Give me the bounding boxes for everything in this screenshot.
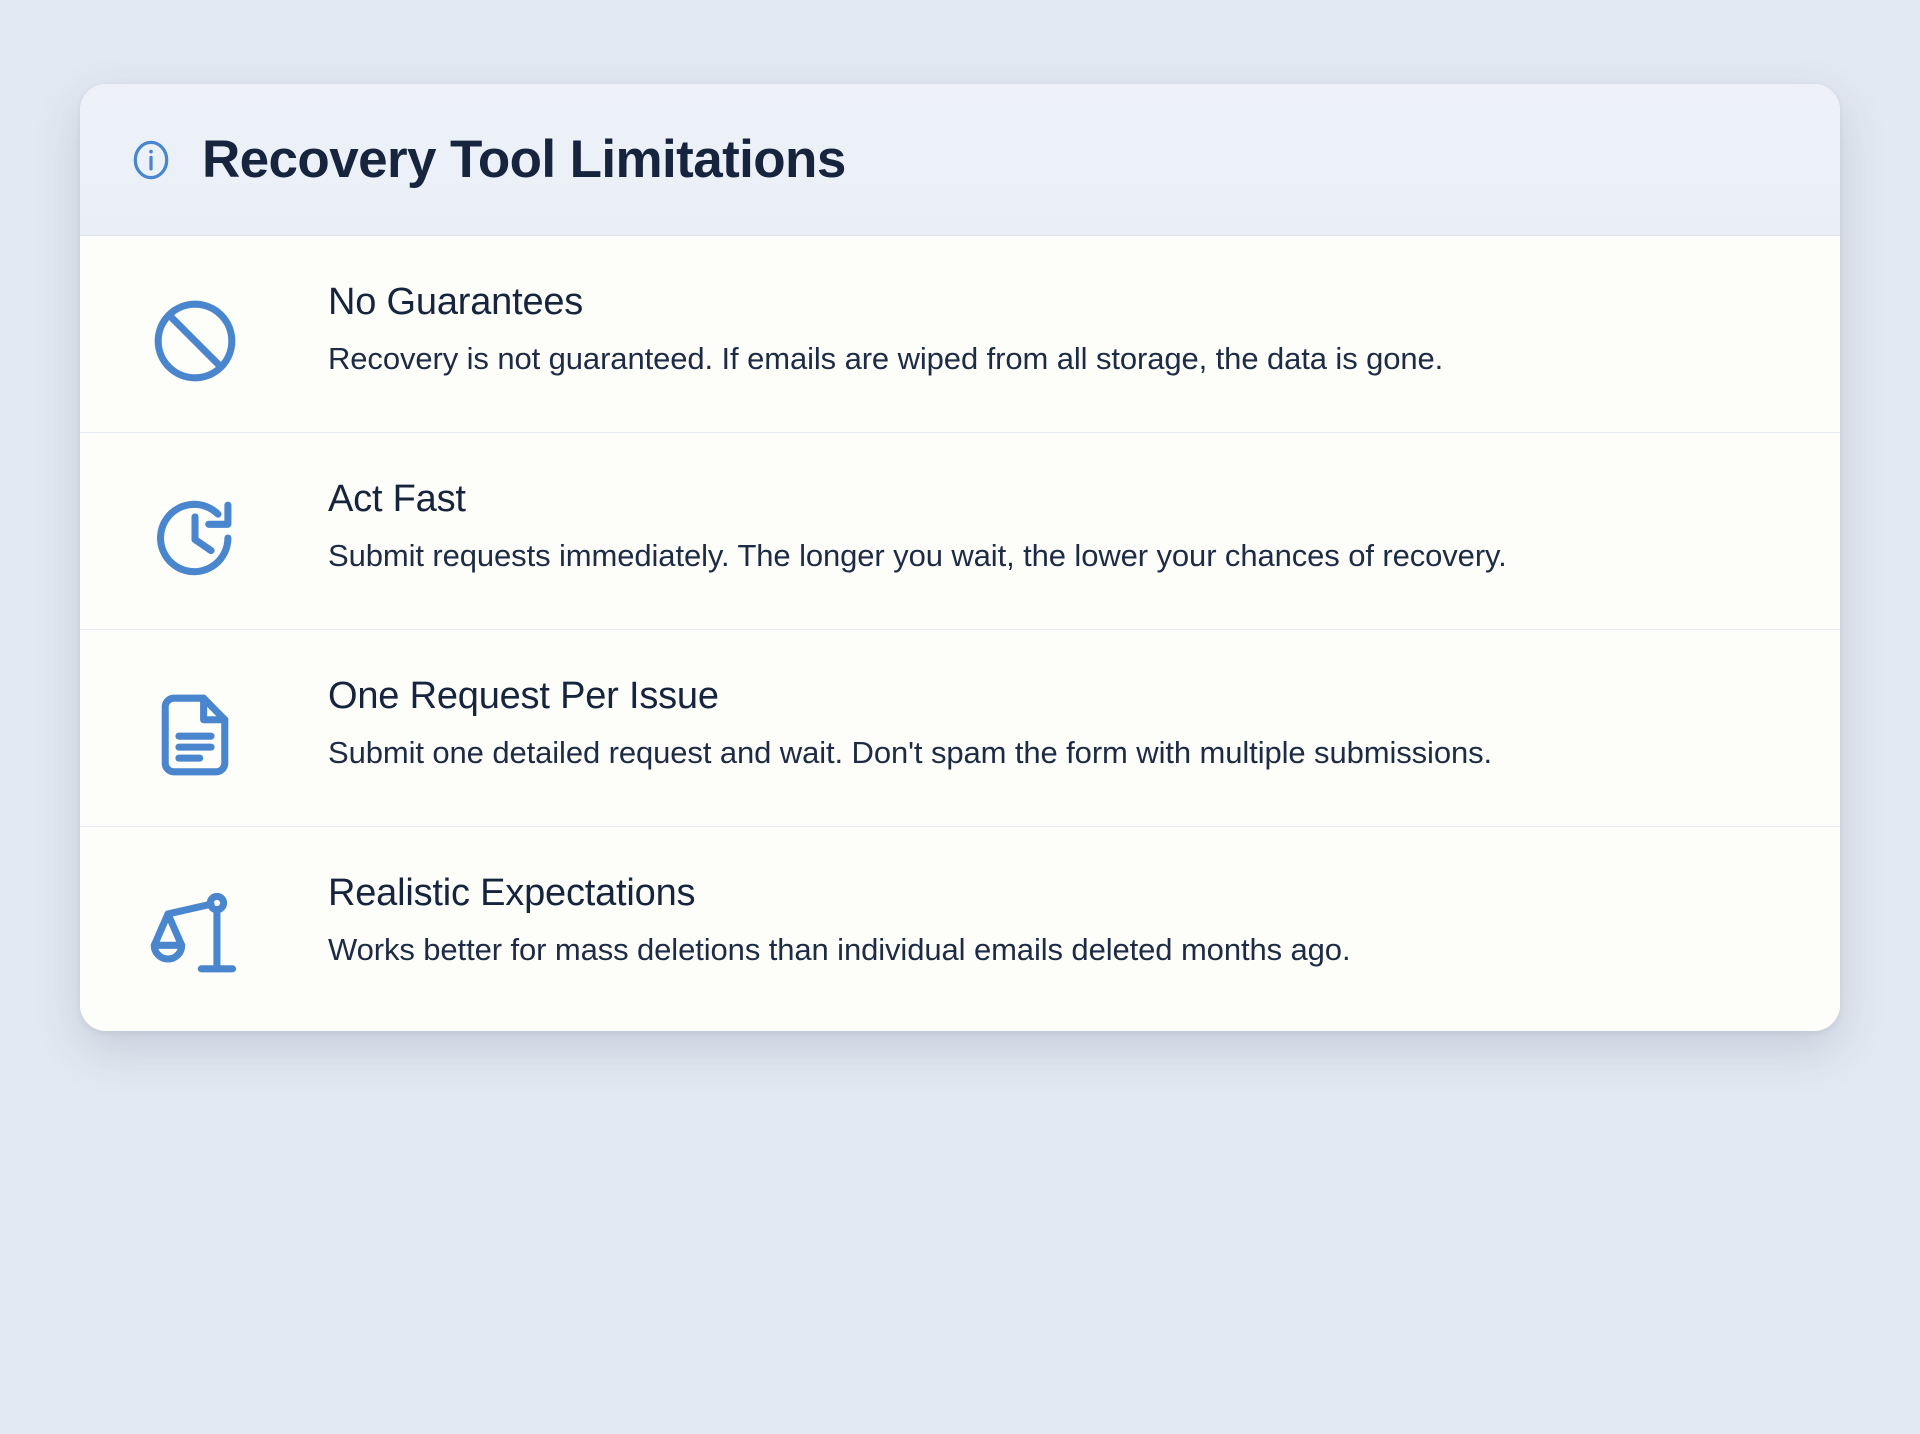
info-circle-icon <box>128 137 174 183</box>
list-item-description: Works better for mass deletions than ind… <box>328 931 1351 967</box>
list-item-title: No Guarantees <box>328 281 584 323</box>
list-item-body: Realistic Expectations Works better for … <box>254 871 1784 973</box>
list-item: Realistic Expectations Works better for … <box>80 827 1840 1031</box>
list-item: One Request Per Issue Submit one detaile… <box>80 630 1840 827</box>
recovery-limitations-card: Recovery Tool Limitations No Guarantees … <box>80 84 1840 1031</box>
list-item: Act Fast Submit requests immediately. Th… <box>80 433 1840 630</box>
limitations-list: No Guarantees Recovery is not guaranteed… <box>80 236 1840 1031</box>
document-lines-icon <box>136 674 254 782</box>
list-item-description: Submit one detailed request and wait. Do… <box>328 734 1493 770</box>
page-title: Recovery Tool Limitations <box>202 129 846 189</box>
list-item-body: Act Fast Submit requests immediately. Th… <box>254 477 1784 579</box>
list-item-body: One Request Per Issue Submit one detaile… <box>254 674 1784 776</box>
list-item: No Guarantees Recovery is not guaranteed… <box>80 236 1840 433</box>
list-item-title: One Request Per Issue <box>328 675 719 717</box>
prohibition-icon <box>136 280 254 388</box>
clock-rotate-icon <box>136 477 254 585</box>
list-item-title: Realistic Expectations <box>328 872 696 914</box>
list-item-description: Recovery is not guaranteed. If emails ar… <box>328 340 1444 376</box>
balance-scales-icon <box>136 871 254 979</box>
list-item-description: Submit requests immediately. The longer … <box>328 537 1507 573</box>
card-header: Recovery Tool Limitations <box>80 84 1840 236</box>
list-item-body: No Guarantees Recovery is not guaranteed… <box>254 280 1784 382</box>
list-item-title: Act Fast <box>328 478 466 520</box>
